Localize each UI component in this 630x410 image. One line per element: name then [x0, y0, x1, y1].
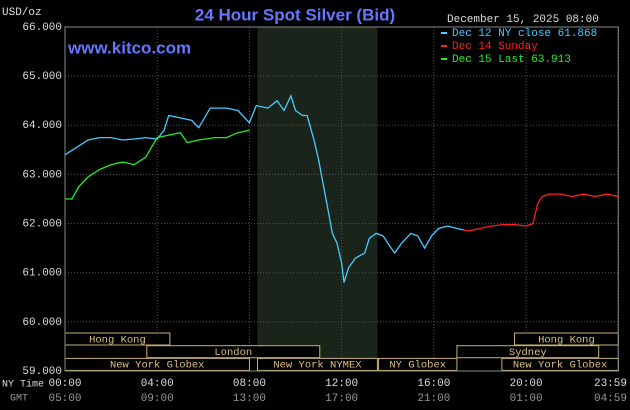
chart-title: 24 Hour Spot Silver (Bid) [195, 5, 395, 24]
price-line [65, 129, 250, 200]
gmt-tick-label: 05:00 [48, 393, 81, 405]
x-row-label: NY Time [2, 379, 44, 391]
session-bar [146, 345, 321, 359]
x-tick-label: 23:59 [594, 378, 627, 390]
session-bar [378, 357, 458, 371]
session-label: New York Globex [110, 360, 205, 372]
gmt-tick-label: 21:00 [417, 393, 450, 405]
y-tick-label: 61.000 [22, 268, 62, 280]
y-axis-label: USD/oz [2, 7, 42, 19]
legend-label: Dec 12 NY close 61.868 [452, 28, 597, 40]
session-label: NY Globex [389, 360, 446, 372]
gmt-tick-label: 01:00 [510, 393, 543, 405]
y-tick-label: 60.000 [22, 317, 62, 329]
y-tick-label: 64.000 [22, 120, 62, 132]
gmt-tick-label: 17:00 [325, 393, 358, 405]
legend-label: Dec 14 Sunday [452, 41, 538, 53]
price-line [64, 94, 464, 283]
x-tick-label: 16:00 [417, 378, 450, 390]
plot-area [64, 26, 619, 372]
x-tick-label: 08:00 [233, 378, 266, 390]
gmt-tick-label: 13:00 [233, 393, 266, 405]
legend-label: Dec 15 Last 63.913 [452, 54, 571, 66]
session-label: Sydney [509, 347, 547, 359]
x-tick-label: 20:00 [510, 378, 543, 390]
y-tick-label: 63.000 [22, 169, 62, 181]
session-label: London [214, 347, 252, 359]
watermark: www.kitco.com [67, 38, 191, 57]
session-bar [257, 357, 378, 371]
y-tick-label: 59.000 [22, 366, 62, 378]
session-label: New York Globex [513, 360, 608, 372]
x-tick-label: 00:00 [48, 378, 81, 390]
session-label: Hong Kong [89, 334, 146, 346]
x-tick-label: 04:00 [141, 378, 174, 390]
timestamp: December 15, 2025 08:00 [447, 14, 599, 26]
x-row-label: GMT [10, 394, 28, 405]
gmt-tick-label: 09:00 [141, 393, 174, 405]
session-label: Hong Kong [538, 334, 595, 346]
session-bar [456, 345, 600, 359]
session-label: New York NYMEX [273, 360, 362, 372]
x-tick-label: 12:00 [325, 378, 358, 390]
y-tick-label: 66.000 [22, 22, 62, 34]
y-tick-label: 62.000 [22, 218, 62, 230]
y-tick-label: 65.000 [22, 71, 62, 83]
highlight-band [257, 27, 378, 371]
gmt-tick-label: 04:59 [594, 393, 627, 405]
price-line [463, 193, 619, 232]
